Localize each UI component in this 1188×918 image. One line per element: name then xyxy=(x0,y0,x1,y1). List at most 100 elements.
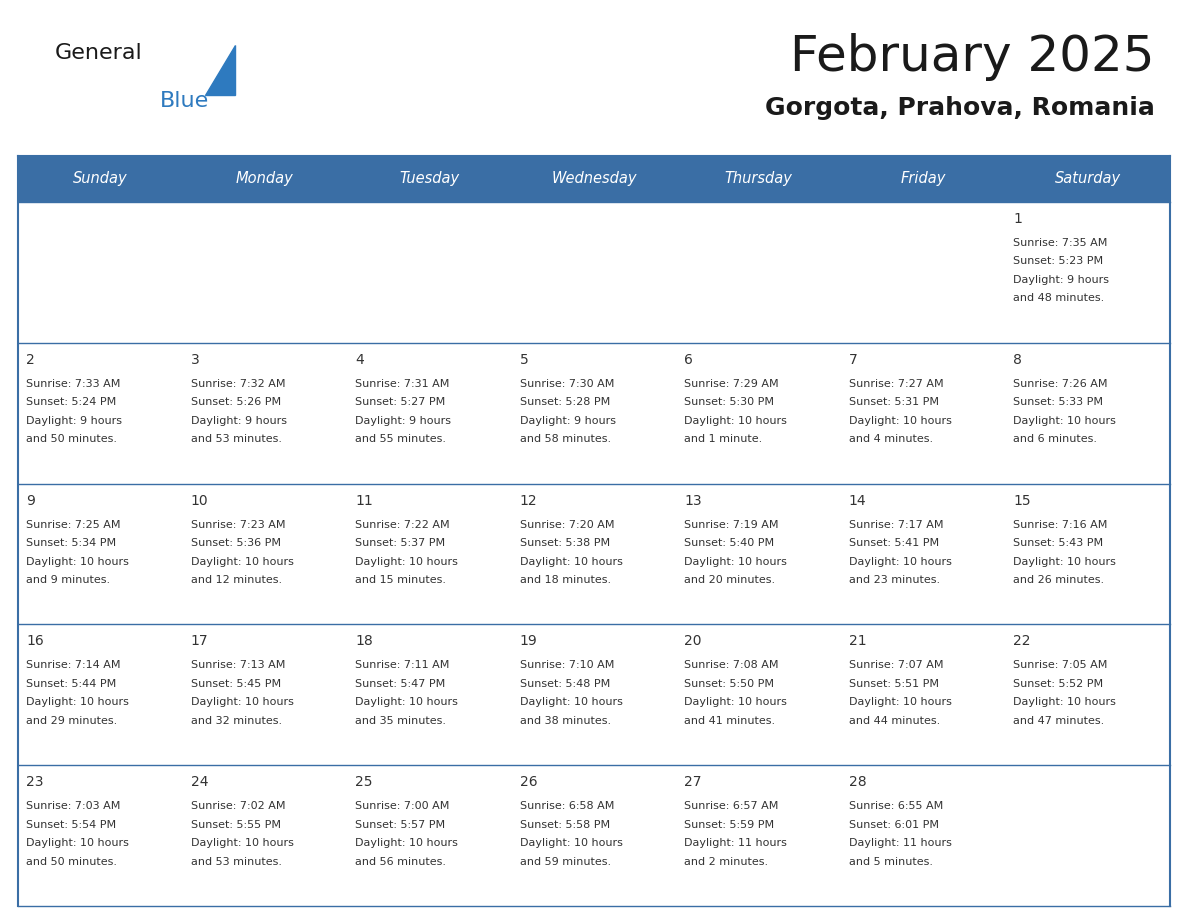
Text: February 2025: February 2025 xyxy=(790,33,1155,81)
Text: 4: 4 xyxy=(355,353,364,367)
Text: Sunset: 5:41 PM: Sunset: 5:41 PM xyxy=(849,538,939,548)
Text: and 53 minutes.: and 53 minutes. xyxy=(190,434,282,444)
Text: Sunrise: 7:08 AM: Sunrise: 7:08 AM xyxy=(684,660,779,670)
Text: and 56 minutes.: and 56 minutes. xyxy=(355,856,447,867)
Text: Sunrise: 7:32 AM: Sunrise: 7:32 AM xyxy=(190,379,285,389)
Text: Wednesday: Wednesday xyxy=(551,172,637,186)
Text: and 12 minutes.: and 12 minutes. xyxy=(190,575,282,585)
Text: Daylight: 10 hours: Daylight: 10 hours xyxy=(355,838,459,848)
Text: Daylight: 10 hours: Daylight: 10 hours xyxy=(26,698,128,708)
Text: Daylight: 10 hours: Daylight: 10 hours xyxy=(1013,416,1117,426)
Text: 8: 8 xyxy=(1013,353,1023,367)
Text: Daylight: 10 hours: Daylight: 10 hours xyxy=(684,698,788,708)
Text: Daylight: 9 hours: Daylight: 9 hours xyxy=(1013,275,1110,285)
Text: Sunrise: 7:00 AM: Sunrise: 7:00 AM xyxy=(355,801,449,812)
Text: Sunset: 5:47 PM: Sunset: 5:47 PM xyxy=(355,679,446,688)
Text: 23: 23 xyxy=(26,775,44,789)
Text: and 4 minutes.: and 4 minutes. xyxy=(849,434,933,444)
Text: 13: 13 xyxy=(684,494,702,508)
Text: Tuesday: Tuesday xyxy=(399,172,460,186)
Text: Sunset: 5:51 PM: Sunset: 5:51 PM xyxy=(849,679,939,688)
Text: 12: 12 xyxy=(519,494,537,508)
Text: and 58 minutes.: and 58 minutes. xyxy=(519,434,611,444)
Text: Sunrise: 7:10 AM: Sunrise: 7:10 AM xyxy=(519,660,614,670)
Text: Sunrise: 7:05 AM: Sunrise: 7:05 AM xyxy=(1013,660,1107,670)
Text: 2: 2 xyxy=(26,353,34,367)
Text: Daylight: 10 hours: Daylight: 10 hours xyxy=(684,416,788,426)
Text: Daylight: 10 hours: Daylight: 10 hours xyxy=(190,838,293,848)
Text: and 55 minutes.: and 55 minutes. xyxy=(355,434,447,444)
Text: Sunset: 5:57 PM: Sunset: 5:57 PM xyxy=(355,820,446,830)
Text: Sunrise: 7:25 AM: Sunrise: 7:25 AM xyxy=(26,520,120,530)
Text: 7: 7 xyxy=(849,353,858,367)
Text: Sunrise: 7:26 AM: Sunrise: 7:26 AM xyxy=(1013,379,1108,389)
Text: and 38 minutes.: and 38 minutes. xyxy=(519,716,611,726)
Text: and 2 minutes.: and 2 minutes. xyxy=(684,856,769,867)
Text: Daylight: 9 hours: Daylight: 9 hours xyxy=(26,416,122,426)
Text: Sunrise: 7:02 AM: Sunrise: 7:02 AM xyxy=(190,801,285,812)
Text: 26: 26 xyxy=(519,775,537,789)
Text: and 59 minutes.: and 59 minutes. xyxy=(519,856,611,867)
Text: Daylight: 10 hours: Daylight: 10 hours xyxy=(190,698,293,708)
Text: Sunrise: 7:27 AM: Sunrise: 7:27 AM xyxy=(849,379,943,389)
Text: Sunrise: 7:03 AM: Sunrise: 7:03 AM xyxy=(26,801,120,812)
Text: Daylight: 10 hours: Daylight: 10 hours xyxy=(849,556,952,566)
Text: Sunset: 5:44 PM: Sunset: 5:44 PM xyxy=(26,679,116,688)
Text: Sunset: 5:54 PM: Sunset: 5:54 PM xyxy=(26,820,116,830)
Text: Daylight: 11 hours: Daylight: 11 hours xyxy=(684,838,788,848)
Text: Monday: Monday xyxy=(236,172,293,186)
Text: and 20 minutes.: and 20 minutes. xyxy=(684,575,776,585)
Text: 18: 18 xyxy=(355,634,373,648)
Bar xyxy=(18,156,1170,202)
Text: Sunset: 5:26 PM: Sunset: 5:26 PM xyxy=(190,397,280,408)
Text: Sunset: 5:50 PM: Sunset: 5:50 PM xyxy=(684,679,775,688)
Text: Sunday: Sunday xyxy=(72,172,127,186)
Text: Daylight: 9 hours: Daylight: 9 hours xyxy=(519,416,615,426)
Text: Sunrise: 6:55 AM: Sunrise: 6:55 AM xyxy=(849,801,943,812)
Text: 14: 14 xyxy=(849,494,866,508)
Text: Sunset: 5:40 PM: Sunset: 5:40 PM xyxy=(684,538,775,548)
Text: and 15 minutes.: and 15 minutes. xyxy=(355,575,447,585)
Text: Daylight: 10 hours: Daylight: 10 hours xyxy=(519,556,623,566)
Text: 9: 9 xyxy=(26,494,34,508)
Text: Sunset: 5:23 PM: Sunset: 5:23 PM xyxy=(1013,256,1104,266)
Text: and 5 minutes.: and 5 minutes. xyxy=(849,856,933,867)
Text: 17: 17 xyxy=(190,634,208,648)
Text: Daylight: 10 hours: Daylight: 10 hours xyxy=(684,556,788,566)
Bar xyxy=(18,202,1170,906)
Text: 15: 15 xyxy=(1013,494,1031,508)
Text: Daylight: 10 hours: Daylight: 10 hours xyxy=(355,698,459,708)
Text: and 18 minutes.: and 18 minutes. xyxy=(519,575,611,585)
Text: 5: 5 xyxy=(519,353,529,367)
Text: and 41 minutes.: and 41 minutes. xyxy=(684,716,776,726)
Text: 27: 27 xyxy=(684,775,702,789)
Text: Sunrise: 7:29 AM: Sunrise: 7:29 AM xyxy=(684,379,779,389)
Text: Daylight: 10 hours: Daylight: 10 hours xyxy=(26,838,128,848)
Text: 1: 1 xyxy=(1013,212,1023,226)
Text: Daylight: 10 hours: Daylight: 10 hours xyxy=(26,556,128,566)
Text: Sunset: 5:37 PM: Sunset: 5:37 PM xyxy=(355,538,446,548)
Text: Sunrise: 7:33 AM: Sunrise: 7:33 AM xyxy=(26,379,120,389)
Text: Sunset: 6:01 PM: Sunset: 6:01 PM xyxy=(849,820,939,830)
Text: Blue: Blue xyxy=(160,91,209,111)
Text: and 50 minutes.: and 50 minutes. xyxy=(26,434,116,444)
Text: Sunrise: 7:22 AM: Sunrise: 7:22 AM xyxy=(355,520,450,530)
Text: 25: 25 xyxy=(355,775,373,789)
Text: Sunset: 5:55 PM: Sunset: 5:55 PM xyxy=(190,820,280,830)
Text: and 1 minute.: and 1 minute. xyxy=(684,434,763,444)
Text: Sunrise: 7:31 AM: Sunrise: 7:31 AM xyxy=(355,379,449,389)
Text: Sunset: 5:24 PM: Sunset: 5:24 PM xyxy=(26,397,116,408)
Text: Sunrise: 7:30 AM: Sunrise: 7:30 AM xyxy=(519,379,614,389)
Polygon shape xyxy=(206,45,235,95)
Text: Sunrise: 7:11 AM: Sunrise: 7:11 AM xyxy=(355,660,449,670)
Text: Sunrise: 7:07 AM: Sunrise: 7:07 AM xyxy=(849,660,943,670)
Text: and 53 minutes.: and 53 minutes. xyxy=(190,856,282,867)
Text: General: General xyxy=(55,43,143,63)
Text: Daylight: 10 hours: Daylight: 10 hours xyxy=(849,698,952,708)
Text: and 9 minutes.: and 9 minutes. xyxy=(26,575,110,585)
Text: 20: 20 xyxy=(684,634,702,648)
Text: Saturday: Saturday xyxy=(1055,172,1120,186)
Text: and 29 minutes.: and 29 minutes. xyxy=(26,716,118,726)
Text: Sunset: 5:33 PM: Sunset: 5:33 PM xyxy=(1013,397,1104,408)
Text: Sunset: 5:27 PM: Sunset: 5:27 PM xyxy=(355,397,446,408)
